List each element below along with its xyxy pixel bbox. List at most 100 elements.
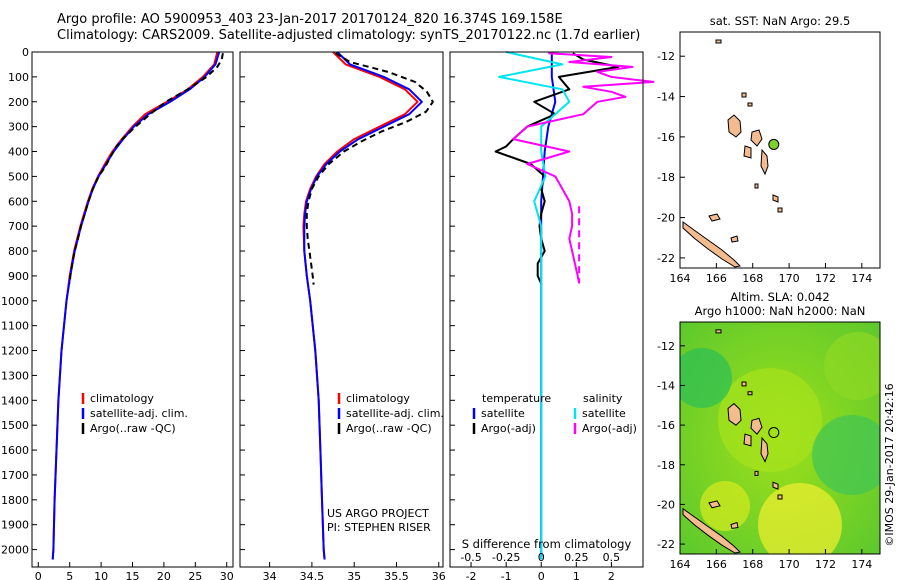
island-shape-0 <box>741 92 747 98</box>
island-shape-1 <box>754 470 759 476</box>
depth-tick-label: 300 <box>8 121 29 134</box>
sla-anomaly-patch-5 <box>824 332 880 400</box>
island-shape-1 <box>741 381 747 387</box>
argo-position-marker-0 <box>768 138 780 150</box>
series-line-salinity-2 <box>305 52 434 285</box>
difference-legend-2-label: satellite <box>582 407 626 420</box>
island-shape-0 <box>743 145 752 159</box>
island-shape-0 <box>708 213 721 222</box>
depth-tick-label: 700 <box>8 220 29 233</box>
island-shape-1 <box>760 436 769 463</box>
map-ytick-label-0: -20 <box>657 212 675 225</box>
project-label: US ARGO PROJECT <box>327 507 429 520</box>
depth-tick-label: 1500 <box>1 419 29 432</box>
map-xtick-label-1: 168 <box>742 558 763 571</box>
island-shape-1 <box>750 417 763 435</box>
depth-tick-label: 800 <box>8 245 29 258</box>
depth-tick-label: 0 <box>22 46 29 59</box>
salinity-diff-axis-label: S difference from climatology <box>462 537 632 551</box>
temperature-legend-0-label: climatology <box>90 392 154 405</box>
difference-legend-1-label: Argo(-adj) <box>481 422 536 435</box>
legend-title-temperature: temperature <box>482 392 551 405</box>
depth-tick-label: 2000 <box>1 544 29 557</box>
salinity-diff-tick-label: 0.25 <box>564 551 589 564</box>
map-ytick-label-0: -16 <box>657 131 675 144</box>
island-shape-0 <box>750 129 763 147</box>
salinity-xtick-label: 35 <box>347 570 361 580</box>
difference-xtick-label: -1 <box>501 570 512 580</box>
island-shape-1 <box>708 500 721 509</box>
island-shape-1 <box>747 391 753 396</box>
depth-tick-label: 500 <box>8 170 29 183</box>
map-ytick-label-1: -20 <box>657 498 675 511</box>
pi-label: PI: STEPHEN RISER <box>327 521 431 534</box>
island-shape-1 <box>682 507 742 554</box>
difference-xtick-label: 1 <box>573 570 580 580</box>
salinity-diff-tick-label: -0.25 <box>492 551 520 564</box>
series-line-difference-2 <box>498 51 571 560</box>
sla-anomaly-patch-3 <box>758 483 842 554</box>
header-line-1: Argo profile: AO 5900953_403 23-Jan-2017… <box>57 12 563 27</box>
map-ytick-label-1: -18 <box>657 459 675 472</box>
salinity-diff-tick-label: -0.5 <box>460 551 481 564</box>
difference-xtick-label: 0 <box>538 570 545 580</box>
depth-tick-label: 1900 <box>1 519 29 532</box>
map-ytick-label-1: -14 <box>657 379 675 392</box>
difference-panel-frame <box>449 51 644 568</box>
map-xtick-label-0: 168 <box>742 272 763 285</box>
island-shape-1 <box>777 494 783 500</box>
island-shape-1 <box>727 402 742 426</box>
sla-anomaly-patch-4 <box>700 481 750 531</box>
map-xtick-label-1: 164 <box>670 558 691 571</box>
series-line-difference-3 <box>512 52 655 284</box>
map-ytick-label-0: -12 <box>657 50 675 63</box>
island-shape-1 <box>743 433 752 447</box>
sst-map-title: sat. SST: NaN Argo: 29.5 <box>710 14 851 28</box>
sla-anomaly-patch-0 <box>718 368 822 472</box>
island-shape-1 <box>715 329 722 334</box>
sla-anomaly-patch-1 <box>680 348 732 408</box>
island-shape-0 <box>682 221 742 268</box>
difference-legend-3-label: Argo(-adj) <box>582 422 637 435</box>
map-ytick-label-1: -22 <box>657 538 675 551</box>
temperature-legend-2-label: Argo(..raw -QC) <box>90 422 176 435</box>
map-xtick-label-0: 170 <box>779 272 800 285</box>
difference-legend-0-label: satellite <box>481 407 525 420</box>
map-background-0 <box>680 32 880 268</box>
depth-tick-label: 1300 <box>1 369 29 382</box>
temperature-xtick-label: 25 <box>188 570 202 580</box>
depth-tick-label: 400 <box>8 146 29 159</box>
legend-title-salinity: salinity <box>583 392 623 405</box>
depth-tick-label: 1000 <box>1 295 29 308</box>
salinity-diff-tick-label: 0.5 <box>603 551 621 564</box>
temperature-xtick-label: 20 <box>157 570 171 580</box>
map-xtick-label-0: 174 <box>851 272 872 285</box>
series-line-salinity-1 <box>303 51 423 560</box>
depth-tick-label: 1800 <box>1 494 29 507</box>
island-shape-1 <box>730 521 739 530</box>
temperature-xtick-label: 5 <box>66 570 73 580</box>
map-ytick-label-0: -14 <box>657 91 675 104</box>
salinity-xtick-label: 35.5 <box>384 570 409 580</box>
sla-map-title: Altim. SLA: 0.042 <box>730 290 829 304</box>
series-line-difference-0 <box>540 52 557 560</box>
sla-anomaly-patch-2 <box>812 415 880 495</box>
island-shape-0 <box>747 102 753 107</box>
map-ytick-label-1: -16 <box>657 419 675 432</box>
island-shape-1 <box>772 481 779 490</box>
imos-watermark: ©IMOS 29-Jan-2017 20:42:16 <box>883 383 896 546</box>
depth-tick-label: 1400 <box>1 394 29 407</box>
depth-tick-label: 100 <box>8 71 29 84</box>
header-line-2: Climatology: CARS2009. Satellite-adjuste… <box>57 28 641 43</box>
sla-map-subtitle: Argo h1000: NaN h2000: NaN <box>695 304 866 318</box>
depth-tick-label: 200 <box>8 96 29 109</box>
argo-position-marker-1 <box>768 427 780 439</box>
salinity-panel-frame <box>239 51 444 568</box>
temperature-xtick-label: 10 <box>94 570 108 580</box>
temperature-legend-1-label: satellite-adj. clim. <box>90 407 188 420</box>
island-shape-0 <box>760 148 769 176</box>
depth-tick-label: 1100 <box>1 320 29 333</box>
map-ytick-label-0: -22 <box>657 252 675 265</box>
map-ytick-label-0: -18 <box>657 171 675 184</box>
